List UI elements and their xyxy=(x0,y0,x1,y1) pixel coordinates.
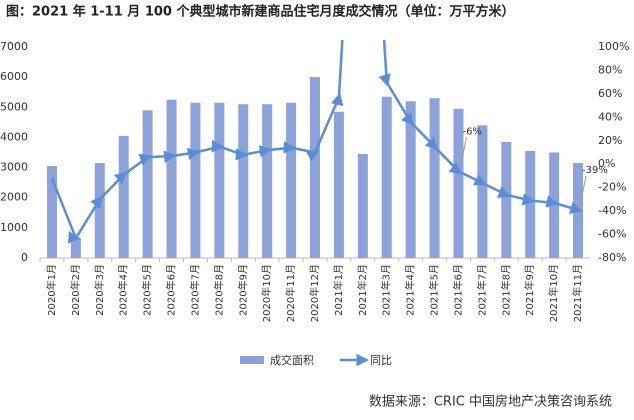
bar xyxy=(142,110,153,258)
x-tick-label: 2021年1月 xyxy=(332,264,345,316)
x-tick-label: 2020年6月 xyxy=(165,264,178,316)
data-label: -39% xyxy=(582,165,608,176)
bar xyxy=(166,99,177,258)
x-tick-label: 2020年7月 xyxy=(188,264,201,316)
bar xyxy=(429,98,440,258)
x-tick-label: 2021年7月 xyxy=(475,264,488,316)
bar xyxy=(501,141,512,258)
x-tick-label: 2020年8月 xyxy=(212,264,225,316)
bar xyxy=(333,111,344,258)
x-tick-label: 2020年3月 xyxy=(93,264,106,316)
x-tick-label: 2021年4月 xyxy=(404,264,417,316)
bar xyxy=(262,104,273,259)
label-leader xyxy=(579,175,587,207)
y2-tick-label: 0% xyxy=(598,157,615,170)
line-group xyxy=(50,40,583,244)
bar xyxy=(477,125,488,258)
y-tick-label: 5000 xyxy=(0,100,28,113)
x-tick-label: 2020年9月 xyxy=(236,264,249,316)
bar xyxy=(94,163,105,258)
x-tick-label: 2021年10月 xyxy=(547,264,560,322)
bar xyxy=(70,238,81,258)
y-tick-label: 2000 xyxy=(0,191,28,204)
bar xyxy=(525,150,536,258)
label-leader xyxy=(459,137,467,168)
legend: 成交面积 同比 xyxy=(240,353,392,367)
legend-label: 成交面积 xyxy=(270,353,314,367)
source: 数据来源：CRIC 中国房地产决策咨询系统 xyxy=(369,394,612,410)
y2-tick-label: -60% xyxy=(598,228,626,241)
data-label: -6% xyxy=(462,126,481,137)
bar xyxy=(286,102,297,258)
x-tick-label: 2021年3月 xyxy=(380,264,393,316)
y2-tick-label: 80% xyxy=(598,63,622,76)
x-tick-label: 2020年12月 xyxy=(308,264,321,322)
bar xyxy=(46,166,57,258)
y2-tick-label: 40% xyxy=(598,110,622,123)
chart-title: 图：2021 年 1-11 月 100 个典型城市新建商品住宅月度成交情况（单位… xyxy=(6,4,514,20)
y-tick-label: 0 xyxy=(21,251,28,264)
y-tick-label: 3000 xyxy=(0,161,28,174)
y-tick-label: 1000 xyxy=(0,221,28,234)
y2-tick-label: 60% xyxy=(598,87,622,100)
y2-tick-label: -40% xyxy=(598,204,626,217)
bar xyxy=(214,102,225,258)
x-tick-label: 2021年11月 xyxy=(571,264,584,322)
bar xyxy=(381,96,392,258)
x-tick-label: 2021年2月 xyxy=(356,264,369,316)
y-tick-label: 6000 xyxy=(0,70,28,83)
legend-label: 同比 xyxy=(370,354,392,367)
bar xyxy=(190,102,201,258)
x-tick-label: 2021年9月 xyxy=(523,264,536,316)
x-tick-label: 2020年11月 xyxy=(284,264,297,322)
bar xyxy=(118,135,129,258)
bar xyxy=(357,154,368,258)
x-tick-label: 2020年5月 xyxy=(141,264,154,316)
y-tick-label: 4000 xyxy=(0,130,28,143)
x-tick-label: 2020年2月 xyxy=(69,264,82,316)
y-tick-label: 7000 xyxy=(0,40,28,53)
x-tick-label: 2020年10月 xyxy=(260,264,273,322)
y2-tick-label: -20% xyxy=(598,181,626,194)
y2-tick-label: 100% xyxy=(598,40,629,53)
bar xyxy=(310,77,320,259)
legend-swatch xyxy=(240,356,264,364)
x-tick-label: 2021年5月 xyxy=(428,264,441,316)
y2-tick-label: 20% xyxy=(598,134,622,147)
y2-tick-label: -80% xyxy=(598,251,626,264)
line xyxy=(50,40,583,244)
bar xyxy=(549,152,560,258)
x-tick-label: 2021年8月 xyxy=(499,264,512,316)
x-tick-label: 2021年6月 xyxy=(451,264,464,316)
bar xyxy=(238,104,249,259)
x-tick-label: 2020年4月 xyxy=(117,264,130,316)
x-tick-label: 2020年1月 xyxy=(45,264,58,316)
bar xyxy=(573,163,584,258)
